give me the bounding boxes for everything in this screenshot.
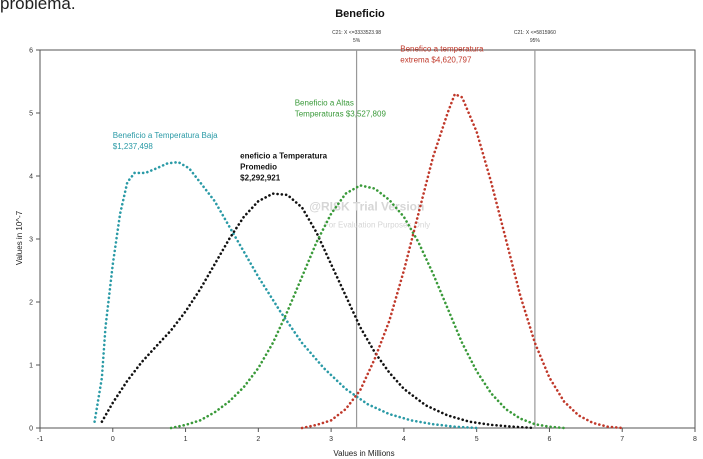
- series-line-2: [100, 192, 537, 430]
- y-tick-label: 1: [29, 363, 33, 370]
- x-tick-label: 0: [111, 436, 115, 443]
- x-axis-label: Values in Millions: [333, 449, 394, 458]
- series-line-1: [93, 160, 479, 430]
- percentile-marker-label: C21: X <=5815960: [514, 30, 556, 36]
- chart-title: Beneficio: [335, 8, 385, 20]
- annotations: Beneficio a Temperatura Baja $1,237,498 en…: [113, 44, 484, 182]
- x-tick-label: 5: [475, 436, 479, 443]
- x-tick-label: 7: [620, 436, 624, 443]
- x-tick-label: -1: [37, 436, 43, 443]
- percentile-marker-pct: 5%: [353, 38, 361, 44]
- series-line-4: [300, 92, 624, 430]
- x-tick-label: 2: [256, 436, 260, 443]
- percentile-marker-label: C21: X <=3333523.98: [332, 30, 381, 36]
- series-annotation-4: Benefico a temperatura extrema $4,620,797: [400, 44, 484, 64]
- x-tick-label: 1: [184, 436, 188, 443]
- annotation-line: Beneficio a Altas: [295, 98, 354, 107]
- series-annotation-1: Beneficio a Temperatura Baja $1,237,498: [113, 131, 218, 151]
- y-axis-label: Values in 10^-7: [15, 210, 24, 265]
- y-tick-label: 0: [29, 426, 33, 433]
- annotation-line: extrema $4,620,797: [400, 55, 472, 64]
- annotation-line: Promedio: [240, 162, 277, 171]
- y-tick-label: 4: [29, 174, 33, 181]
- x-tick-label: 4: [402, 436, 406, 443]
- percentile-marker-pct: 95%: [530, 38, 541, 44]
- percentile-markers: C21: X <=3333523.98 5% C21: X <=5815960 95%: [332, 30, 556, 428]
- y-tick-label: 2: [29, 300, 33, 307]
- annotation-line: eneficio a Temperatura: [240, 151, 328, 160]
- annotation-line: Beneficio a Temperatura Baja: [113, 131, 218, 140]
- y-tick-label: 3: [29, 237, 33, 244]
- watermark-title: @RISK Trial Version: [309, 200, 424, 214]
- series-annotation-2: eneficio a Temperatura Promedio $2,292,921: [240, 151, 328, 182]
- y-tick-label: 6: [29, 48, 33, 55]
- axes: -1 0 1 2 3 4 5 6 7 8 0 1 2 3 4 5 6: [29, 48, 697, 444]
- page-top-text: problema.: [0, 0, 76, 13]
- annotation-line: Benefico a temperatura: [400, 44, 484, 53]
- annotation-line: Temperaturas $3,527,809: [295, 109, 387, 118]
- plot-frame: [39, 49, 696, 429]
- x-tick-label: 6: [547, 436, 551, 443]
- annotation-line: $2,292,921: [240, 173, 281, 182]
- series-group: [93, 92, 624, 430]
- x-tick-label: 8: [693, 436, 697, 443]
- watermark-subtitle: For Evaluation Purposes Only: [324, 221, 430, 230]
- series-line-3: [169, 184, 566, 430]
- y-tick-label: 5: [29, 111, 33, 118]
- annotation-line: $1,237,498: [113, 142, 154, 151]
- watermark: @RISK Trial Version For Evaluation Purpos…: [309, 200, 430, 230]
- series-annotation-3: Beneficio a Altas Temperaturas $3,527,809: [295, 98, 387, 118]
- x-tick-label: 3: [329, 436, 333, 443]
